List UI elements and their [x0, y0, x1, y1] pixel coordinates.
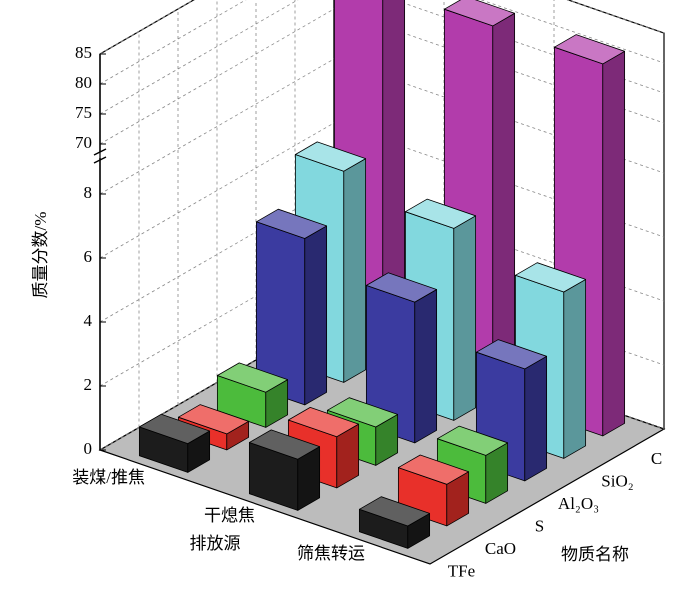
x-tick-label: 筛焦转运	[297, 544, 365, 563]
bar-top	[553, 34, 626, 65]
y-tick-label: 6	[84, 247, 93, 266]
grid-line	[99, 0, 665, 85]
bar	[138, 413, 211, 473]
bar	[255, 208, 328, 406]
bar-top	[365, 272, 438, 303]
y-tick-label: 75	[75, 103, 92, 122]
x-tick-label: 干熄焦	[204, 506, 255, 525]
bar-side	[453, 215, 477, 421]
bar	[358, 496, 431, 549]
axis-break	[93, 148, 107, 156]
y-tick-label: 70	[75, 133, 92, 152]
bar-side	[563, 279, 587, 459]
y-tick-label: 8	[84, 183, 93, 202]
bar-top	[177, 404, 250, 435]
bar-top	[436, 425, 509, 456]
y-tick-label: 80	[75, 73, 92, 92]
y-tick-label: 85	[75, 43, 92, 62]
bar-top	[255, 208, 328, 239]
bar	[365, 272, 438, 444]
x-tick-label: 装煤/推焦	[72, 468, 145, 487]
bar-side	[414, 289, 438, 444]
bar-top	[216, 362, 289, 393]
y-axis-title: 质量分数/%	[31, 212, 50, 299]
z-tick-label: S	[535, 517, 544, 536]
bar-top	[294, 141, 367, 172]
bar-top	[443, 0, 516, 27]
bar-side	[602, 50, 626, 437]
bar	[248, 429, 321, 511]
z-tick-label: CaO	[485, 539, 516, 558]
bar-top	[138, 413, 211, 445]
bar	[216, 362, 289, 428]
bar-top	[326, 397, 399, 428]
z-tick-label: TFe	[448, 562, 475, 581]
grid-line	[99, 0, 665, 55]
bar-side	[304, 225, 328, 406]
bar-top	[248, 429, 321, 460]
y-tick-label: 2	[84, 375, 93, 394]
z-tick-label: Al₂O₃	[558, 494, 599, 513]
axis-break	[93, 156, 107, 164]
x-axis-title: 排放源	[190, 534, 241, 553]
bar-top	[358, 496, 431, 527]
z-axis-title: 物质名称	[561, 545, 629, 564]
bar-side	[492, 12, 516, 399]
z-tick-label: C	[651, 449, 662, 468]
grid-line	[99, 0, 665, 115]
bar-top	[514, 262, 587, 293]
y-tick-label: 4	[84, 311, 93, 330]
bar-side	[524, 355, 548, 482]
y-tick-label: 0	[84, 439, 93, 458]
bar-top	[397, 454, 470, 485]
z-tick-label: SiO₂	[601, 472, 633, 491]
bar-top	[287, 406, 360, 438]
bar-top	[475, 339, 548, 370]
bar-top	[404, 198, 477, 229]
bar-side	[343, 158, 367, 383]
